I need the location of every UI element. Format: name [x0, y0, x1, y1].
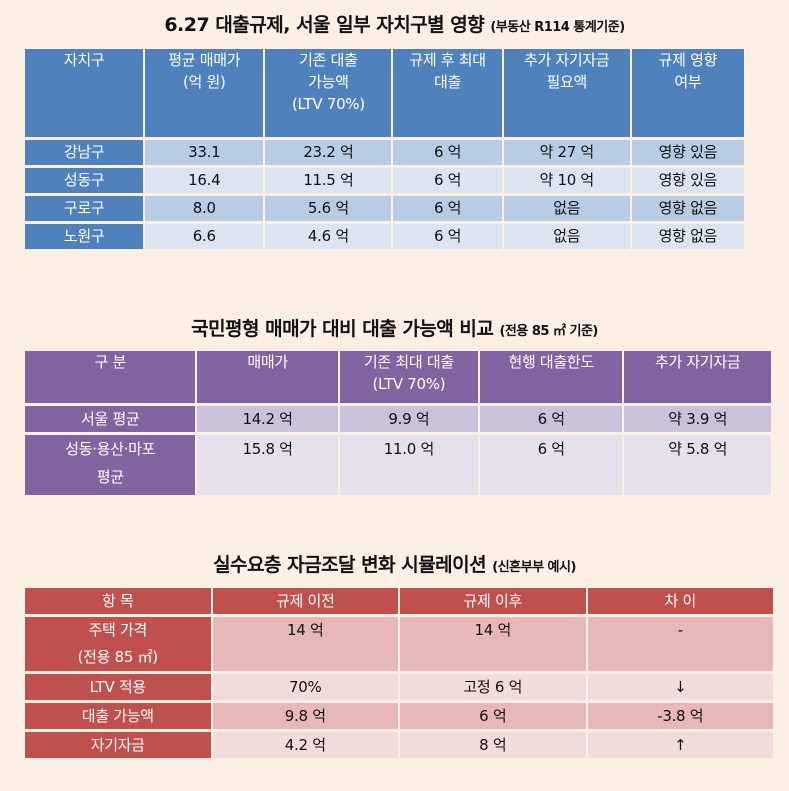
table-cell: 6 억 — [393, 168, 502, 193]
row-header: 구로구 — [25, 196, 144, 221]
table-cell: 15.8 억 — [197, 435, 338, 495]
table-cell: 약 27 억 — [503, 140, 630, 165]
row-header: 자기자금 — [25, 732, 211, 758]
column-header: 매매가 — [197, 351, 338, 403]
column-header: 규제 이후 — [400, 588, 586, 614]
table-cell: 영향 없음 — [631, 196, 744, 221]
table-cell: ↓ — [587, 674, 773, 700]
section1-title-text: 6.27 대출규제, 서울 일부 자치구별 영향 — [164, 14, 485, 36]
table-cell: 14 억 — [400, 617, 586, 671]
row-header: 성동·용산·마포 평균 — [25, 435, 196, 495]
table-cell: 6.6 — [145, 224, 264, 249]
loan-comparison-table: 구 분 매매가 기존 최대 대출 (LTV 70%) 현행 대출한도 추가 자기자금 서울… — [23, 348, 773, 498]
table-cell: 9.9 억 — [339, 406, 478, 432]
table-cell: 6 억 — [393, 224, 502, 249]
column-header: 규제 이전 — [212, 588, 398, 614]
table-cell: 약 3.9 억 — [624, 406, 771, 432]
column-header: 기존 대출 가능액 (LTV 70%) — [265, 49, 392, 137]
table-row: 주택 가격 (전용 85 ㎡) 14 억 14 억- — [25, 617, 773, 671]
column-header: 항 목 — [25, 588, 211, 614]
row-header: LTV 적용 — [25, 674, 211, 700]
column-header: 규제 영향 여부 — [631, 49, 744, 137]
table-cell: 14 억 — [212, 617, 398, 671]
section2-title: 국민평형 매매가 대비 대출 가능액 비교 (전용 85 ㎡ 기준) — [0, 314, 789, 341]
section3-source: (신혼부부 예시) — [492, 560, 576, 575]
section3-title-text: 실수요층 자금조달 변화 시뮬레이션 — [213, 554, 487, 576]
column-header: 현행 대출한도 — [480, 351, 623, 403]
column-header: 기존 최대 대출 (LTV 70%) — [339, 351, 478, 403]
table-cell: -3.8 억 — [587, 703, 773, 729]
table-cell: 14.2 억 — [197, 406, 338, 432]
table-cell: 8 억 — [400, 732, 586, 758]
table-row: LTV 적용 70% 고정 6 억 ↓ — [25, 674, 773, 700]
section3-title: 실수요층 자금조달 변화 시뮬레이션 (신혼부부 예시) — [0, 550, 789, 577]
column-header: 추가 자기자금 — [624, 351, 771, 403]
row-header: 성동구 — [25, 168, 144, 193]
table-cell: 70% — [212, 674, 398, 700]
table-cell: 고정 6 억 — [400, 674, 586, 700]
table-cell: 4.2 억 — [212, 732, 398, 758]
row-header: 노원구 — [25, 224, 144, 249]
table-cell: 6 억 — [480, 406, 623, 432]
table-cell: 약 5.8 억 — [624, 435, 771, 495]
district-impact-table: 자치구 평균 매매가 (억 원) 기존 대출 가능액 (LTV 70%) 규제 후 최대 대출… — [23, 46, 746, 252]
table-cell: 영향 있음 — [631, 168, 744, 193]
row-header: 대출 가능액 — [25, 703, 211, 729]
table-cell: 11.5 억 — [265, 168, 392, 193]
table-cell: 4.6 억 — [265, 224, 392, 249]
table-cell: 없음 — [503, 224, 630, 249]
table-cell: 8.0 — [145, 196, 264, 221]
column-header: 추가 자기자금 필요액 — [503, 49, 630, 137]
column-header: 구 분 — [25, 351, 196, 403]
table-cell: 16.4 — [145, 168, 264, 193]
row-header: 서울 평균 — [25, 406, 196, 432]
table-cell: 11.0 억 — [339, 435, 478, 495]
row-header: 주택 가격 (전용 85 ㎡) — [25, 617, 211, 671]
section2-title-text: 국민평형 매매가 대비 대출 가능액 비교 — [191, 318, 494, 340]
table-cell: 6 억 — [400, 703, 586, 729]
column-header: 규제 후 최대 대출 — [393, 49, 502, 137]
column-header: 자치구 — [25, 49, 144, 137]
table-cell: 5.6 억 — [265, 196, 392, 221]
table-cell: 9.8 억 — [212, 703, 398, 729]
table-cell: 33.1 — [145, 140, 264, 165]
table-cell: 약 10 억 — [503, 168, 630, 193]
table-cell: 23.2 억 — [265, 140, 392, 165]
funding-simulation-table: 항 목 규제 이전 규제 이후 차 이 주택 가격 (전용 85 ㎡) 14 억 14 억-… — [23, 585, 775, 761]
table-cell: 6 억 — [480, 435, 623, 495]
table-cell: ↑ — [587, 732, 773, 758]
table-cell: 영향 없음 — [631, 224, 744, 249]
table-cell: 6 억 — [393, 140, 502, 165]
table-cell: 없음 — [503, 196, 630, 221]
row-header: 강남구 — [25, 140, 144, 165]
column-header: 평균 매매가 (억 원) — [145, 49, 264, 137]
column-header: 차 이 — [587, 588, 773, 614]
table-cell: 6 억 — [393, 196, 502, 221]
section1-title: 6.27 대출규제, 서울 일부 자치구별 영향 (부동산 R114 통계기준) — [0, 10, 789, 37]
table-cell: - — [587, 617, 773, 671]
section1-source: (부동산 R114 통계기준) — [490, 20, 625, 35]
section2-source: (전용 85 ㎡ 기준) — [499, 324, 598, 339]
table-cell: 영향 있음 — [631, 140, 744, 165]
